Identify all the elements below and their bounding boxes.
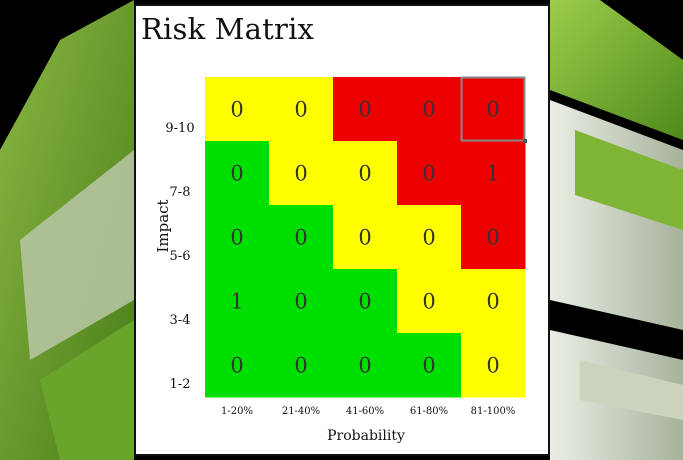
- x-axis-label: Probability: [327, 428, 405, 444]
- cell-value-label: 0: [486, 290, 499, 314]
- cell-value-label: 0: [422, 226, 435, 250]
- chart-title: Risk Matrix: [141, 12, 315, 46]
- cell-value-label: 0: [358, 226, 371, 250]
- x-tick-label: 41-60%: [345, 406, 385, 417]
- y-tick-label: 7-8: [169, 185, 191, 200]
- cell-value-label: 0: [486, 354, 499, 378]
- matrix-cell: [397, 77, 462, 142]
- y-tick-label: 9-10: [165, 121, 195, 136]
- x-tick-label: 21-40%: [281, 406, 321, 417]
- matrix-cell: [461, 141, 526, 206]
- matrix-cell: [205, 333, 270, 398]
- matrix-cell: [461, 269, 526, 334]
- cell-value-label: 0: [294, 290, 307, 314]
- matrix-cell: [333, 141, 398, 206]
- matrix-cell: [397, 333, 462, 398]
- cell-value-label: 0: [358, 290, 371, 314]
- cell-value-label: 1: [486, 162, 499, 186]
- matrix-cell: [205, 77, 270, 142]
- risk-matrix-grid: 0 0 0 0 0 0 0 0 0 1 0 0 0 0 0 1 0 0 0 0 0 0 0 0 0: [205, 76, 527, 398]
- matrix-cell: [205, 205, 270, 270]
- matrix-cell: [397, 141, 462, 206]
- y-tick-label: 5-6: [169, 249, 191, 264]
- cell-value-label: 0: [230, 226, 243, 250]
- matrix-cell: [333, 205, 398, 270]
- matrix-cell: [205, 269, 270, 334]
- cell-value-label: 0: [486, 98, 499, 122]
- x-tick-label: 81-100%: [470, 406, 516, 417]
- selected-cell-outline: [460, 76, 526, 142]
- matrix-cell: [333, 333, 398, 398]
- matrix-cell: [397, 205, 462, 270]
- cell-value-label: 0: [422, 98, 435, 122]
- matrix-cell: [269, 77, 334, 142]
- x-tick-label: 1-20%: [221, 406, 253, 417]
- y-tick-label: 1-2: [169, 377, 191, 392]
- matrix-cell: [333, 269, 398, 334]
- cell-value-label: 0: [230, 98, 243, 122]
- selection-handle[interactable]: [523, 139, 527, 143]
- cell-value-label: 0: [422, 290, 435, 314]
- cell-value-label: 0: [230, 162, 243, 186]
- cell-value-label: 0: [422, 354, 435, 378]
- matrix-cell: [269, 141, 334, 206]
- cell-value-label: 0: [358, 354, 371, 378]
- cell-value-label: 0: [294, 354, 307, 378]
- cell-value-label: 0: [358, 162, 371, 186]
- cell-value-label: 0: [294, 226, 307, 250]
- cell-value-label: 0: [230, 354, 243, 378]
- matrix-cell: [269, 205, 334, 270]
- cell-value-label: 0: [358, 98, 371, 122]
- cell-value-label: 0: [486, 226, 499, 250]
- matrix-cell: [269, 333, 334, 398]
- cell-value-label: 0: [422, 162, 435, 186]
- matrix-cell: [461, 205, 526, 270]
- y-tick-label: 3-4: [169, 313, 191, 328]
- matrix-cell: [269, 269, 334, 334]
- x-tick-label: 61-80%: [409, 406, 449, 417]
- y-axis-label: Impact: [154, 199, 172, 253]
- matrix-cell: [461, 333, 526, 398]
- matrix-cell: [333, 77, 398, 142]
- cell-value-label: 1: [230, 290, 243, 314]
- cell-value-label: 0: [294, 162, 307, 186]
- matrix-cell: [205, 141, 270, 206]
- matrix-cell: [397, 269, 462, 334]
- cell-value-label: 0: [294, 98, 307, 122]
- matrix-cell: [461, 77, 526, 142]
